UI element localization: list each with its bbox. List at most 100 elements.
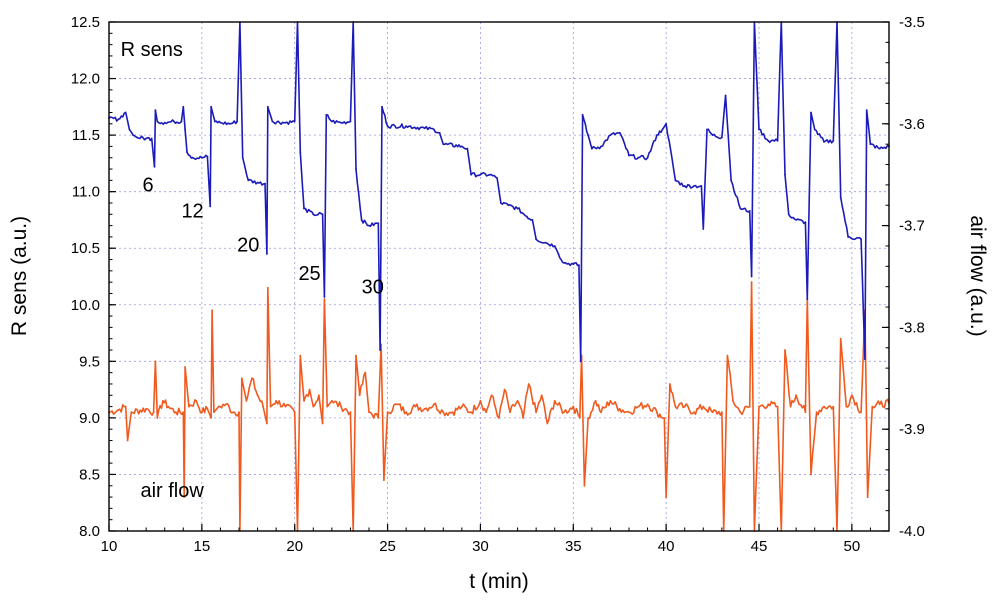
air-flow-point <box>145 407 148 410</box>
air-flow-point <box>232 411 235 414</box>
air-flow-point <box>600 411 602 414</box>
air-flow-point <box>784 349 786 351</box>
annotation-label: 6 <box>142 175 153 197</box>
air-flow-point <box>750 281 753 284</box>
r-sens-point <box>312 213 315 216</box>
r-sens-point <box>241 156 244 159</box>
r-sens-point <box>683 185 686 187</box>
air-flow-point <box>405 411 407 414</box>
air-flow-point <box>563 411 565 414</box>
r-sens-point <box>180 120 183 123</box>
air-flow-point <box>509 411 511 414</box>
air-flow-point <box>485 411 487 414</box>
air-flow-point <box>498 417 500 419</box>
air-flow-point <box>587 417 589 419</box>
y-left-tick-label: 11.5 <box>72 127 100 144</box>
r-sens-point <box>377 222 380 225</box>
air-flow-point <box>795 394 797 397</box>
air-flow-point <box>522 417 524 419</box>
r-sens-point <box>847 236 849 238</box>
r-sens-point <box>153 165 156 168</box>
x-tick-label: 35 <box>565 538 582 555</box>
y-right-tick-label: -3.8 <box>899 319 925 336</box>
air-flow-point <box>433 403 435 406</box>
r-sens-point <box>813 128 816 131</box>
r-sens-point <box>618 131 621 134</box>
r-sens-point <box>191 156 194 159</box>
air-flow-point <box>851 394 853 397</box>
r-sens-point <box>700 185 703 187</box>
air-flow-point <box>516 400 519 402</box>
air-flow-point <box>154 360 157 363</box>
air-flow-point <box>358 394 361 397</box>
grid-lines <box>108 21 889 532</box>
air-flow-point <box>251 377 253 380</box>
r-sens-point <box>724 94 727 97</box>
r-sens-point <box>787 213 790 216</box>
annotations: R sens air flow 6 12 20 25 30 <box>121 39 384 502</box>
annotation-label: R sens <box>121 39 183 61</box>
r-sens-point <box>693 185 695 187</box>
air-flow-point <box>871 405 874 408</box>
air-flow-point <box>767 403 770 406</box>
y-left-tick-label: 11.0 <box>72 184 100 201</box>
air-flow-point <box>383 479 385 481</box>
r-sens-point <box>156 120 159 123</box>
annotation-label: 30 <box>362 276 384 298</box>
air-flow-point <box>275 400 277 402</box>
air-flow-point <box>331 400 333 402</box>
air-flow-point <box>732 400 734 402</box>
air-flow-point <box>284 405 287 408</box>
r-sens-point <box>711 134 714 137</box>
air-flow-point <box>323 298 326 300</box>
r-sens-point <box>823 141 825 143</box>
air-flow-point <box>377 417 380 419</box>
air-flow-point <box>804 411 807 414</box>
air-flow-point <box>126 439 129 442</box>
air-flow-point <box>618 407 621 410</box>
air-flow-point <box>748 405 751 408</box>
r-sens-point <box>136 136 138 139</box>
air-flow-point <box>299 354 302 357</box>
y-left-axis-title: R sens (a.u.) <box>8 216 31 336</box>
r-sens-point <box>405 125 407 127</box>
y-right-tick-label: -3.9 <box>899 421 925 438</box>
r-sens-point <box>832 139 835 142</box>
air-flow-point <box>262 405 264 408</box>
air-flow-point <box>269 405 272 408</box>
air-flow-point <box>789 405 792 408</box>
r-sens-point <box>349 120 352 123</box>
air-flow-point <box>256 394 259 397</box>
r-sens-point <box>767 139 770 142</box>
air-flow-point <box>674 405 677 408</box>
air-flow-point <box>321 422 324 425</box>
air-flow-point <box>195 400 198 402</box>
r-sens-point <box>206 155 209 158</box>
r-sens-point <box>186 151 188 154</box>
r-sens-point <box>299 151 302 154</box>
r-sens-point <box>173 120 175 123</box>
r-sens-point <box>557 253 560 255</box>
x-tick-label: 20 <box>286 538 303 555</box>
r-sens-point <box>587 134 589 137</box>
r-sens-point <box>572 263 575 265</box>
air-flow-point <box>240 377 243 380</box>
air-flow-point <box>609 400 612 402</box>
r-sens-point <box>656 134 658 137</box>
r-sens-point <box>284 121 287 124</box>
r-sens-point <box>323 296 326 298</box>
r-sens-point <box>661 128 664 131</box>
r-sens-point <box>150 137 153 140</box>
series-group <box>108 21 890 532</box>
r-sens-point <box>865 109 868 112</box>
air-flow-point <box>211 309 214 312</box>
r-sens-point <box>804 221 807 224</box>
r-sens-point <box>442 143 445 146</box>
r-sens-point <box>184 128 187 131</box>
r-sens-point <box>124 111 127 114</box>
air-flow-point <box>201 411 203 414</box>
r-sens-point <box>535 238 537 241</box>
air-flow-point <box>238 411 240 414</box>
air-flow-point <box>527 383 530 385</box>
r-sens-point <box>209 205 212 208</box>
